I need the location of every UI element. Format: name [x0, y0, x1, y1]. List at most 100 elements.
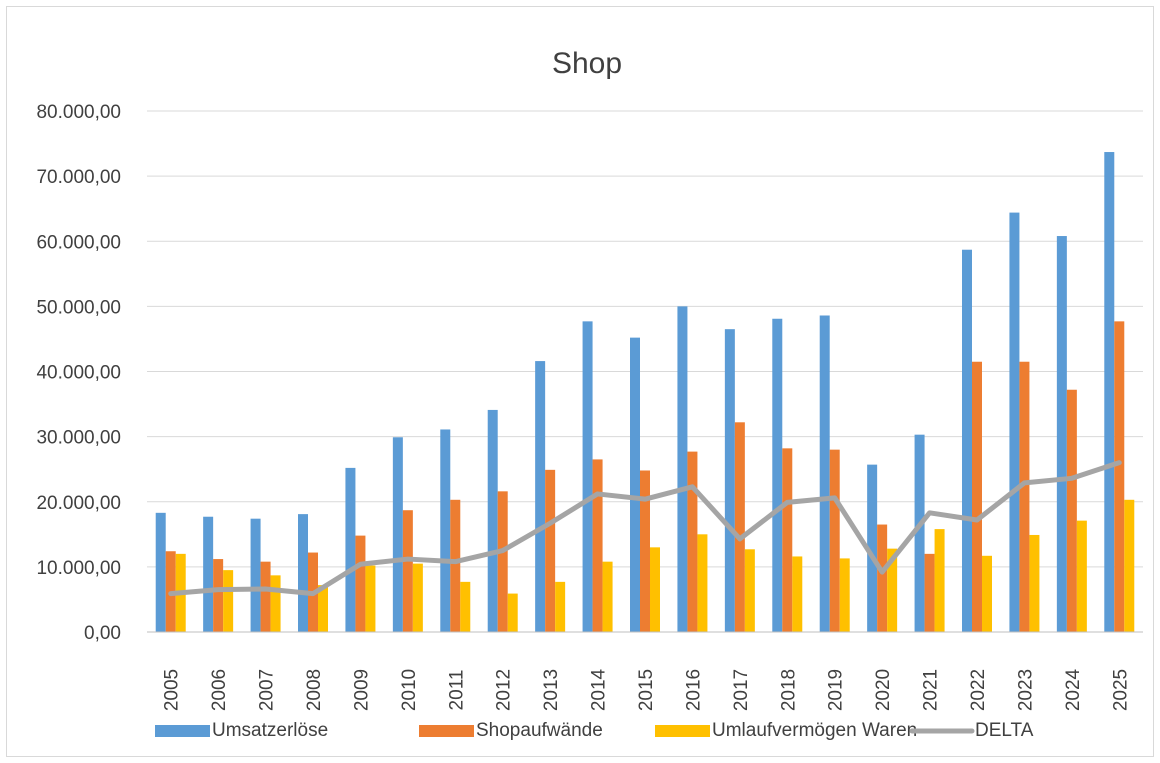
bar-umsatzerl-se-2017: [724, 329, 735, 632]
bars: [155, 152, 1135, 633]
x-tick-label: 2018: [778, 669, 799, 711]
x-tick-label: 2016: [683, 669, 704, 711]
x-tick-label: 2014: [589, 668, 610, 711]
bar-shopaufw-nde-2020: [877, 524, 888, 632]
legend-label-shopaufw-nde: Shopaufwände: [476, 720, 603, 741]
bar-shopaufw-nde-2012: [497, 491, 508, 632]
bar-umsatzerl-se-2014: [582, 321, 593, 632]
x-tick-label: 2021: [921, 669, 942, 711]
bar-umsatzerl-se-2021: [914, 434, 925, 632]
bar-umlaufverm-gen-waren-2013: [555, 581, 566, 632]
legend-swatch-shopaufw-nde: [419, 725, 474, 737]
bar-umsatzerl-se-2025: [1104, 152, 1115, 632]
x-tick-label: 2005: [162, 669, 183, 711]
bar-shopaufw-nde-2024: [1066, 389, 1077, 632]
bar-umlaufverm-gen-waren-2022: [982, 555, 992, 632]
bar-umsatzerl-se-2020: [867, 464, 878, 632]
bar-umsatzerl-se-2019: [819, 315, 830, 632]
bar-shopaufw-nde-2015: [640, 470, 650, 632]
bar-umlaufverm-gen-waren-2019: [839, 558, 850, 632]
legend-label-delta: DELTA: [975, 720, 1034, 741]
bar-umsatzerl-se-2023: [1009, 212, 1020, 632]
bar-umsatzerl-se-2016: [677, 306, 688, 632]
chart-title: Shop: [552, 47, 622, 80]
bar-umlaufverm-gen-waren-2010: [412, 563, 423, 632]
bar-shopaufw-nde-2006: [213, 559, 224, 632]
x-tick-label: 2015: [636, 669, 657, 711]
chart-frame: Shop 0,00 10.000,00 20.000,00 30.000,00 40.0…: [6, 6, 1154, 757]
bar-umlaufverm-gen-waren-2015: [650, 547, 660, 632]
bar-shopaufw-nde-2019: [829, 449, 840, 632]
bar-umlaufverm-gen-waren-2011: [460, 581, 471, 632]
chart-svg: Shop 0,00 10.000,00 20.000,00 30.000,00 40.0…: [36, 47, 1143, 741]
bar-umlaufverm-gen-waren-2025: [1124, 499, 1135, 632]
bar-umlaufverm-gen-waren-2017: [744, 549, 755, 632]
x-tick-label: 2017: [731, 669, 752, 711]
bar-umlaufverm-gen-waren-2020: [887, 548, 898, 632]
x-tick-label: 2012: [494, 669, 515, 711]
bar-shopaufw-nde-2007: [260, 561, 271, 632]
bar-umsatzerl-se-2018: [772, 318, 783, 632]
bar-shopaufw-nde-2023: [1019, 361, 1030, 632]
x-tick-label: 2008: [304, 669, 325, 711]
bar-umsatzerl-se-2006: [203, 516, 214, 632]
gridlines: [147, 110, 1143, 568]
x-tick-label: 2023: [1015, 669, 1036, 711]
bar-umsatzerl-se-2009: [345, 467, 356, 632]
bar-shopaufw-nde-2013: [545, 469, 556, 632]
y-tick-label: 70.000,00: [36, 167, 121, 188]
legend-label-umlaufverm-gen-waren: Umlaufvermögen Waren: [712, 720, 917, 741]
y-tick-label: 80.000,00: [36, 102, 121, 123]
x-tick-label: 2024: [1063, 668, 1084, 711]
bar-shopaufw-nde-2014: [592, 459, 603, 632]
x-tick-label: 2019: [826, 669, 847, 711]
bar-umsatzerl-se-2007: [250, 518, 261, 632]
line-series-delta: [168, 460, 1122, 597]
x-axis-tick-labels: 2005 2006 2007 2008 2009 2010 2011 2012 2013 2014…: [162, 668, 1132, 711]
bar-shopaufw-nde-2010: [402, 510, 413, 632]
bar-umlaufverm-gen-waren-2021: [934, 529, 945, 632]
bar-shopaufw-nde-2021: [924, 553, 935, 632]
y-axis-tick-labels: 0,00 10.000,00 20.000,00 30.000,00 40.000,00…: [36, 102, 121, 644]
bar-shopaufw-nde-2011: [450, 499, 461, 632]
y-tick-label: 10.000,00: [36, 558, 121, 579]
legend-label-umsatzerl-se: Umsatzerlöse: [212, 720, 328, 741]
bar-umlaufverm-gen-waren-2018: [792, 556, 803, 632]
legend: Umsatzerlöse Shopaufwände Umlaufvermögen W…: [155, 720, 1034, 741]
bar-umlaufverm-gen-waren-2008: [318, 585, 328, 632]
bar-shopaufw-nde-2018: [782, 448, 793, 632]
x-tick-label: 2009: [351, 669, 372, 711]
bar-shopaufw-nde-2009: [355, 535, 366, 632]
x-tick-label: 2007: [257, 669, 278, 711]
bar-shopaufw-nde-2025: [1114, 321, 1125, 632]
bar-umlaufverm-gen-waren-2006: [223, 570, 234, 632]
bar-shopaufw-nde-2016: [687, 451, 698, 632]
bar-umlaufverm-gen-waren-2014: [602, 561, 613, 632]
bar-umsatzerl-se-2011: [440, 429, 451, 632]
bar-umlaufverm-gen-waren-2012: [507, 593, 518, 632]
bar-umsatzerl-se-2015: [630, 337, 640, 632]
legend-swatch-umsatzerl-se: [155, 725, 210, 737]
y-tick-label: 20.000,00: [36, 493, 121, 514]
y-tick-label: 50.000,00: [36, 297, 121, 318]
x-tick-label: 2011: [446, 670, 467, 711]
y-tick-label: 30.000,00: [36, 428, 121, 449]
x-tick-label: 2010: [399, 669, 420, 711]
x-tick-label: 2022: [968, 669, 989, 711]
bar-umlaufverm-gen-waren-2016: [697, 534, 708, 632]
bar-umsatzerl-se-2005: [155, 512, 166, 632]
y-tick-label: 40.000,00: [36, 363, 121, 384]
bar-umsatzerl-se-2010: [392, 437, 403, 632]
delta-line-group: [168, 460, 1122, 597]
bar-umsatzerl-se-2022: [962, 249, 972, 632]
x-tick-label: 2025: [1110, 669, 1131, 711]
y-tick-label: 60.000,00: [36, 232, 121, 253]
bar-umlaufverm-gen-waren-2024: [1076, 520, 1087, 632]
x-tick-label: 2006: [209, 669, 230, 711]
bar-umlaufverm-gen-waren-2009: [365, 565, 376, 632]
bar-shopaufw-nde-2017: [734, 422, 745, 632]
bar-umlaufverm-gen-waren-2023: [1029, 534, 1040, 632]
bar-shopaufw-nde-2022: [972, 361, 982, 632]
x-tick-label: 2013: [541, 669, 562, 711]
bar-umsatzerl-se-2024: [1056, 236, 1067, 633]
